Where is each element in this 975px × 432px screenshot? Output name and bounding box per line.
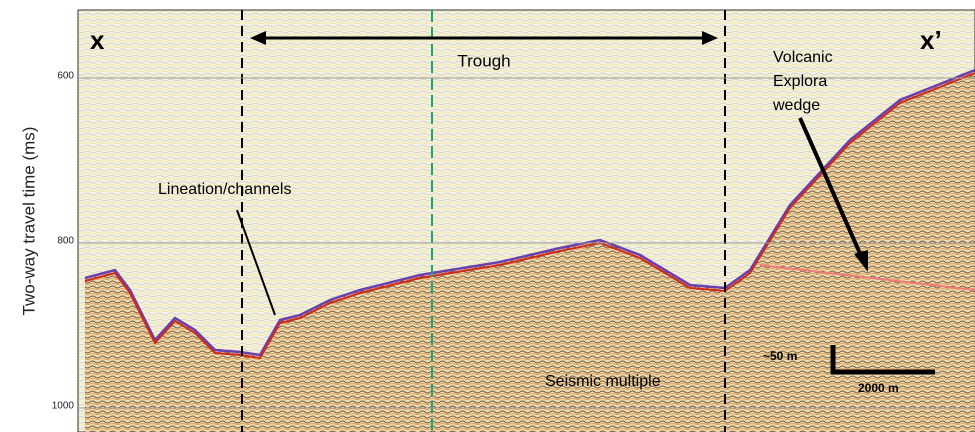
seafloor-reflector — [84, 72, 975, 360]
multiple-label: Seismic multiple — [545, 373, 661, 390]
trough-label: Trough — [457, 51, 510, 70]
tick-label: 600 — [57, 71, 74, 82]
end-label: x’ — [920, 25, 942, 55]
seafloor — [84, 68, 975, 357]
volcanic-label: Volcanic — [773, 49, 833, 66]
axis-label: Two-way travel time (ms) — [19, 127, 38, 316]
start-label: x — [90, 25, 105, 55]
tick-label: 1000 — [52, 401, 75, 412]
lineation-label: Lineation/channels — [158, 181, 291, 198]
horizon — [759, 264, 975, 291]
volcanic-label: wedge — [772, 97, 820, 114]
scale-horizontal: 2000 m — [858, 381, 899, 395]
axis-ticks: 600 800 1000 — [52, 71, 975, 412]
volcanic-arrow — [798, 117, 864, 259]
tick-label: 800 — [57, 236, 74, 247]
scale-vertical: ~50 m — [763, 349, 797, 363]
lineation-pointer — [236, 209, 276, 316]
arrowhead — [854, 250, 868, 272]
volcanic-label: Explora — [773, 73, 827, 90]
scale-bar — [830, 345, 935, 375]
subsurface — [85, 70, 975, 432]
